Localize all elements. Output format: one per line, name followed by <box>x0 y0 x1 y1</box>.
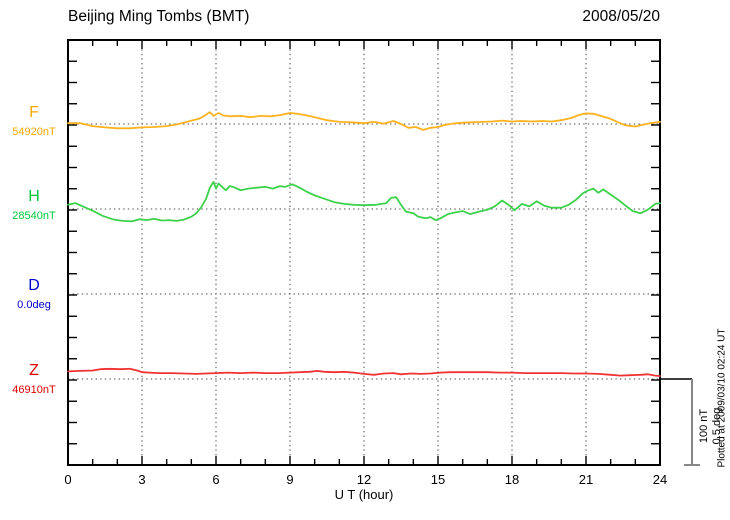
trace-f <box>67 111 661 131</box>
x-tick-label: 3 <box>138 472 146 487</box>
x-tick-label: 9 <box>286 472 294 487</box>
trace-z <box>67 367 661 377</box>
observation-date: 2008/05/20 <box>582 8 660 25</box>
x-axis-tick-labels: 0 3 6 9 12 15 18 21 24 <box>0 472 730 488</box>
station-title: Beijing Ming Tombs (BMT) <box>68 8 250 25</box>
series-label-h: H 28540nT <box>2 187 66 223</box>
x-tick-label: 12 <box>356 472 372 487</box>
plotted-at-note: Plotted at 2009/03/10 02:24 UT <box>716 328 728 468</box>
x-tick-label: 21 <box>578 472 594 487</box>
series-label-d: D 0.0deg <box>2 276 66 312</box>
series-baseline-z: 46910nT <box>12 384 56 396</box>
series-baseline-d: 0.0deg <box>17 299 51 311</box>
plot-frame <box>67 39 661 466</box>
series-label-f: F 54920nT <box>2 103 66 139</box>
series-letter-f: F <box>29 104 39 121</box>
series-baseline-f: 54920nT <box>12 126 56 138</box>
x-tick-label: 6 <box>212 472 220 487</box>
trace-h <box>67 180 661 223</box>
series-label-z: Z 46910nT <box>2 361 66 397</box>
x-axis-label: U T (hour) <box>334 487 394 502</box>
series-letter-z: Z <box>29 362 39 379</box>
scale-bar-nt-label: 100 nT <box>698 408 710 444</box>
series-baseline-h: 28540nT <box>12 210 56 222</box>
series-letter-h: H <box>28 188 40 205</box>
x-tick-label: 0 <box>64 472 72 487</box>
x-tick-label: 24 <box>652 472 668 487</box>
x-tick-label: 18 <box>504 472 520 487</box>
series-letter-d: D <box>28 277 40 294</box>
x-tick-label: 15 <box>430 472 446 487</box>
